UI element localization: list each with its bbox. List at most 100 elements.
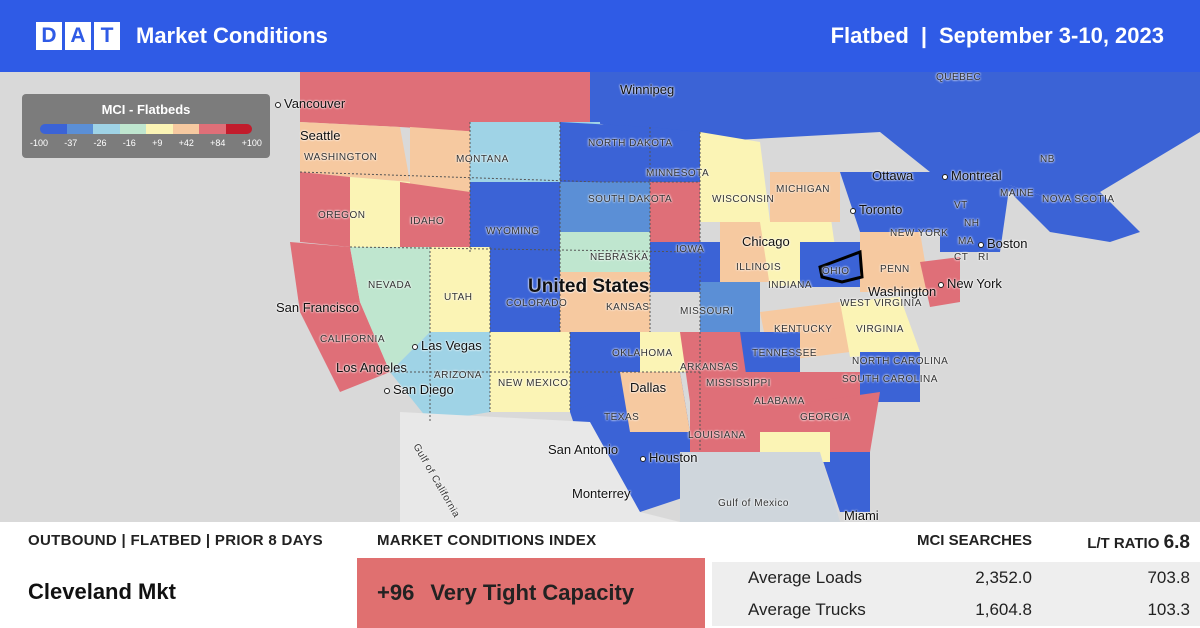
state-label: ALABAMA [754,396,805,407]
state-label: LOUISIANA [688,430,746,441]
city-label: Boston [987,236,1028,251]
water-label: Gulf of Mexico [718,498,789,509]
state-label: TENNESSEE [752,348,818,359]
state-label: KANSAS [606,302,650,313]
state-label: WASHINGTON [304,152,378,163]
legend-tick: -37 [64,138,78,148]
state-label: OKLAHOMA [612,348,673,359]
state-label: CALIFORNIA [320,334,386,345]
state-label: SOUTH CAROLINA [842,374,938,385]
page-title: Market Conditions [136,23,328,48]
stats-row-ratio: 703.8 [1147,568,1190,587]
state-label: OREGON [318,210,366,221]
state-label: MONTANA [456,154,509,165]
stats-row-label: Average Loads [748,568,863,587]
legend-ticks: -100 -37 -26 -16 +9 +42 +84 +100 [30,138,262,148]
state-label: TEXAS [604,412,640,423]
dat-logo: D A T [36,22,120,50]
city-label: Montreal [951,168,1002,183]
state-label: COLORADO [506,298,568,309]
state-label: VT [954,200,968,211]
state-label: MISSISSIPPI [706,378,771,389]
state-label: MAINE [1000,188,1035,199]
state-label: OHIO [822,266,850,277]
state-label: MICHIGAN [776,184,830,195]
state-label: WEST VIRGINIA [840,298,922,309]
city-label: Los Angeles [336,360,407,375]
state-label: NEW MEXICO [498,378,569,389]
header-meta: Flatbed | September 3-10, 2023 [831,22,1164,50]
city-label: Houston [649,450,698,465]
state-label: WISCONSIN [712,194,775,205]
state-label: ILLINOIS [736,262,782,273]
state-label: UTAH [444,292,473,303]
summary-bar: OUTBOUND | FLATBED | PRIOR 8 DAYS Clevel… [0,522,1200,628]
state-label: QUÉBEC [936,72,982,83]
state-label: NEBRASKA [590,252,649,263]
city-label: Miami [844,508,879,522]
mci-status: Very Tight Capacity [430,580,635,605]
country-label: United States [528,276,650,297]
stats-row-label: Average Trucks [748,600,866,619]
state-label: SOUTH DAKOTA [588,194,673,205]
header-bar: D A T Market Conditions Flatbed | Septem… [0,0,1200,72]
mci-title: MARKET CONDITIONS INDEX [377,532,597,549]
state-label: INDIANA [768,280,813,291]
legend-tick: +100 [241,138,262,148]
equipment-label: Flatbed [830,23,909,48]
city-label: Washington [868,284,937,299]
logo-letter: A [65,22,91,50]
stats-row: Average Trucks 1,604.8 103.3 [712,594,1200,626]
mci-status-box: +96 Very Tight Capacity [357,558,705,628]
city-label: San Diego [393,382,454,397]
city-label: Toronto [859,202,903,217]
city-label: Ottawa [872,168,914,183]
stats-header: MCI SEARCHES L/T RATIO 6.8 [712,532,1200,556]
mci-value: +96 [377,580,415,605]
stats-panel: MCI SEARCHES L/T RATIO 6.8 Average Loads… [712,522,1200,628]
city-label: Winnipeg [620,82,675,97]
state-label: CT [954,252,969,263]
mci-searches-header: MCI SEARCHES [916,532,1032,549]
state-label: ARIZONA [434,370,482,381]
city-label: San Antonio [548,442,619,457]
state-label: NB [1040,154,1055,165]
date-range: September 3-10, 2023 [938,23,1164,48]
city-label: Las Vegas [421,338,482,353]
logo-letter: T [94,22,120,50]
city-label: Dallas [630,380,667,395]
city-label: Chicago [742,234,790,249]
state-label: MA [958,236,974,247]
lt-ratio-header: L/T RATIO 6.8 [1087,532,1190,554]
city-label: Seattle [300,128,341,143]
stats-row: Average Loads 2,352.0 703.8 [712,562,1200,594]
state-label: NORTH DAKOTA [588,138,673,149]
state-label: PENN [880,264,910,275]
state-label: VIRGINIA [856,324,904,335]
state-label: NOVA SCOTIA [1042,194,1115,205]
market-map[interactable]: Vancouver Seattle WASHINGTON OREGON IDAH… [0,72,1200,522]
state-label: GEORGIA [800,412,851,423]
legend-tick: -100 [30,138,49,148]
state-label: ARKANSAS [680,362,739,373]
outbound-panel: OUTBOUND | FLATBED | PRIOR 8 DAYS Clevel… [0,522,355,628]
stats-row-searches: 1,604.8 [975,600,1032,619]
logo-letter: D [36,22,62,50]
legend-tick: +84 [210,138,226,148]
legend-title: MCI - Flatbeds [101,102,191,117]
state-label: NH [964,218,980,229]
city-label: New York [947,276,1002,291]
state-label: IDAHO [410,216,445,227]
state-label: IOWA [676,244,705,255]
state-label: NEW YORK [890,228,949,239]
state-label: MISSOURI [680,306,734,317]
mci-legend: MCI - Flatbeds -100 -37 -26 -16 +9 +42 +… [22,94,270,158]
state-label: NORTH CAROLINA [852,356,949,367]
legend-tick: -26 [93,138,107,148]
header-divider: | [920,23,927,48]
state-label: MINNESOTA [646,168,710,179]
lt-ratio-value: 6.8 [1163,532,1190,553]
state-label: WYOMING [486,226,540,237]
state-label: NEVADA [368,280,412,291]
state-label: KENTUCKY [774,324,833,335]
